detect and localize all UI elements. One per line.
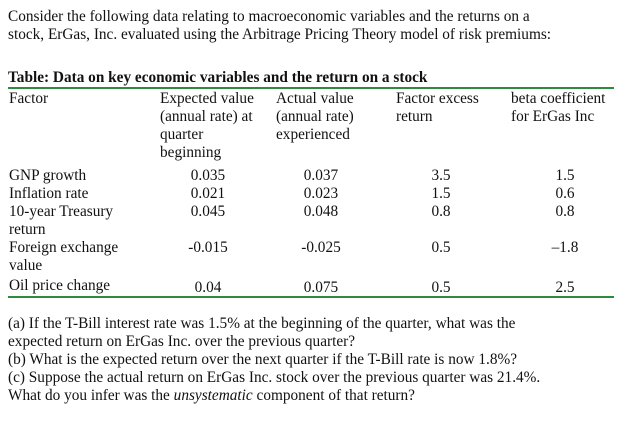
row-inflation-beta: 0.6 <box>555 185 575 202</box>
question-c-text: What do you infer was the <box>8 387 174 404</box>
row-gnp-excess: 3.5 <box>431 167 451 184</box>
header-actual-line: experienced <box>276 126 350 143</box>
question-c-text: component of that return? <box>252 387 415 404</box>
intro-paragraph: Consider the following data relating to … <box>8 8 626 44</box>
row-inflation-excess: 1.5 <box>431 185 451 202</box>
row-gnp-factor: GNP growth <box>9 167 87 184</box>
question-c-emphasis: unsystematic <box>173 387 253 404</box>
intro-line-1: Consider the following data relating to … <box>8 8 530 25</box>
table-title: Table: Data on key economic variables an… <box>8 69 428 86</box>
row-fx-factor-line: value <box>9 257 43 274</box>
row-treasury-beta: 0.8 <box>555 203 575 220</box>
question-c: (c) Suppose the actual return on ErGas I… <box>8 369 626 405</box>
questions-block: (a) If the T-Bill interest rate was 1.5%… <box>8 315 626 405</box>
row-treasury-excess: 0.8 <box>431 203 451 220</box>
question-a: (a) If the T-Bill interest rate was 1.5%… <box>8 315 626 351</box>
row-treasury-factor-line: return <box>9 221 46 238</box>
row-treasury-factor: 10-year Treasury return <box>9 203 159 239</box>
row-treasury-actual: 0.048 <box>303 203 339 220</box>
row-fx-factor-line: Foreign exchange <box>9 239 119 256</box>
row-oil-beta: 2.5 <box>555 279 575 296</box>
row-gnp-actual: 0.037 <box>303 167 339 184</box>
header-expected-line: quarter <box>160 126 204 143</box>
row-inflation-factor: Inflation rate <box>9 185 89 202</box>
row-oil-actual: 0.075 <box>303 279 339 296</box>
table-top-rule <box>8 87 614 89</box>
header-expected-line: (annual rate) at <box>160 108 253 125</box>
row-treasury-expected: 0.045 <box>190 203 226 220</box>
header-actual-line: Actual value <box>276 90 354 107</box>
header-excess-line: return <box>396 108 433 125</box>
row-gnp-expected: 0.035 <box>190 167 226 184</box>
header-beta-line: beta coefficient <box>511 90 606 107</box>
row-oil-excess: 0.5 <box>431 279 451 296</box>
row-fx-factor: Foreign exchange value <box>9 239 159 275</box>
header-beta: beta coefficient for ErGas Inc <box>511 90 621 126</box>
row-fx-expected: -0.015 <box>188 239 228 256</box>
header-excess-line: Factor excess <box>396 90 479 107</box>
table-bottom-rule <box>8 296 614 298</box>
row-oil-expected: 0.04 <box>194 279 222 296</box>
row-fx-actual: -0.025 <box>301 239 341 256</box>
row-inflation-expected: 0.021 <box>190 185 226 202</box>
header-expected: Expected value (annual rate) at quarter … <box>160 90 275 162</box>
row-fx-beta: –1.8 <box>551 239 579 256</box>
header-actual: Actual value (annual rate) experienced <box>276 90 394 144</box>
header-expected-line: Expected value <box>160 90 254 107</box>
question-a-line: (a) If the T-Bill interest rate was 1.5%… <box>8 315 516 332</box>
header-expected-line: beginning <box>160 144 222 161</box>
row-treasury-factor-line: 10-year Treasury <box>9 203 114 220</box>
header-excess: Factor excess return <box>396 90 516 126</box>
header-factor: Factor <box>9 90 49 107</box>
row-gnp-beta: 1.5 <box>555 167 575 184</box>
question-b: (b) What is the expected return over the… <box>8 351 518 368</box>
row-inflation-actual: 0.023 <box>303 185 339 202</box>
question-a-line: expected return on ErGas Inc. over the p… <box>8 333 356 350</box>
intro-line-2: stock, ErGas, Inc. evaluated using the A… <box>8 26 552 43</box>
question-c-line: (c) Suppose the actual return on ErGas I… <box>8 369 541 386</box>
header-beta-line: for ErGas Inc <box>511 108 595 125</box>
header-actual-line: (annual rate) <box>276 108 354 125</box>
row-oil-factor: Oil price change <box>9 277 111 294</box>
row-fx-excess: 0.5 <box>431 239 451 256</box>
